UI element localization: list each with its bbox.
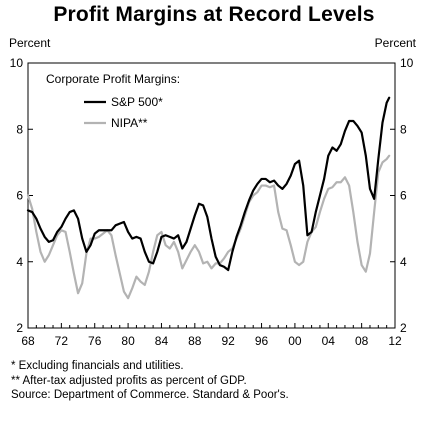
footnotes: * Excluding financials and utilities. **… [11, 359, 289, 403]
y-tick-label-left-6: 6 [16, 189, 23, 203]
y-tick-label-left-2: 2 [16, 321, 23, 335]
legend-title: Corporate Profit Margins: [46, 72, 180, 86]
y-tick-label-right-10: 10 [400, 56, 414, 70]
y-tick-label-right-8: 8 [400, 122, 407, 136]
y-tick-label-left-8: 8 [16, 122, 23, 136]
x-tick-label-96: 96 [255, 334, 269, 348]
plot-frame [27, 62, 396, 329]
x-tick-label-92: 92 [222, 334, 236, 348]
legend-label-nipa: NIPA** [111, 116, 148, 130]
x-tick-label-76: 76 [88, 334, 102, 348]
source-note: Source: Department of Commerce. Standard… [11, 389, 289, 401]
footnote-sp500: * Excluding financials and utilities. [11, 360, 184, 372]
footnote-nipa: ** After-tax adjusted profits as percent… [11, 374, 247, 387]
legend-label-s-p-500: S&P 500* [111, 95, 163, 109]
series-line-nipa [26, 154, 391, 300]
series-line-s-p-500 [26, 96, 391, 272]
x-tick-label-00: 00 [288, 334, 302, 348]
y-tick-label-left-4: 4 [16, 255, 23, 269]
x-tick-label-12: 12 [388, 334, 402, 348]
y-tick-label-right-4: 4 [400, 255, 407, 269]
x-tick-label-84: 84 [155, 334, 169, 348]
right-axis-unit: Percent [374, 36, 416, 50]
x-tick-label-04: 04 [322, 334, 336, 348]
series-layer [26, 96, 391, 300]
left-axis-unit: Percent [9, 36, 51, 50]
legend: Corporate Profit Margins: S&P 500* NIPA** [46, 72, 180, 130]
chart-title: Profit Margins at Record Levels [53, 3, 375, 26]
y-tick-label-right-6: 6 [400, 189, 407, 203]
x-tick-label-08: 08 [355, 334, 369, 348]
x-tick-label-88: 88 [188, 334, 202, 348]
x-tick-label-68: 68 [21, 334, 35, 348]
x-tick-label-72: 72 [55, 334, 69, 348]
y-tick-label-left-10: 10 [10, 56, 24, 70]
y-tick-label-right-2: 2 [400, 321, 407, 335]
x-tick-label-80: 80 [121, 334, 135, 348]
